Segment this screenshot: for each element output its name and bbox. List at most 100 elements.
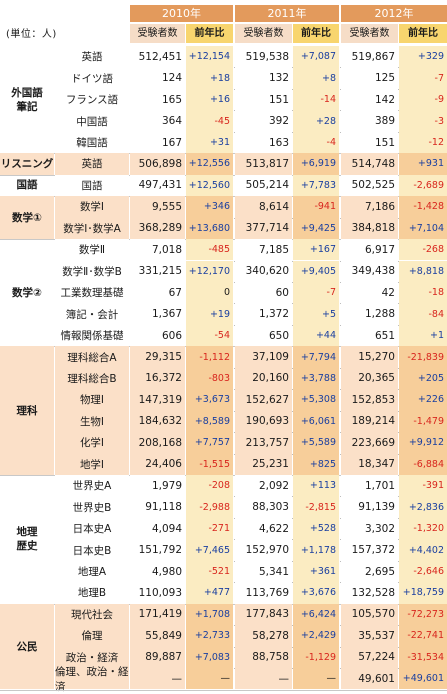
table-row: 理科総合B 16,372 -803 20,160 +3,788 20,365 +205	[0, 367, 447, 390]
count-cell: 4,980	[151, 565, 182, 578]
diff-cell: +226	[417, 394, 444, 406]
count-cell: 91,118	[145, 501, 182, 514]
count-cell: 377,714	[245, 222, 289, 235]
count-cell: 151	[268, 93, 289, 106]
diff-cell: -1,320	[413, 523, 444, 535]
count-cell: 512,451	[138, 50, 182, 63]
diff-cell: -1,515	[199, 458, 230, 470]
count-cell: 208,168	[138, 436, 182, 449]
diff-cell: -1,428	[413, 201, 444, 213]
diff-cell: +5,589	[300, 437, 336, 449]
subject-cell: 日本史A	[72, 523, 112, 536]
diff-cell: +12,560	[188, 179, 230, 191]
count-cell: 24,406	[145, 458, 182, 471]
diff-cell: -22,741	[407, 630, 444, 642]
count-cell: 42	[381, 286, 395, 299]
diff-cell: +9,912	[408, 437, 444, 449]
diff-cell: -391	[422, 480, 444, 492]
count-cell: 2,092	[258, 479, 289, 492]
col-header-count-2010: 受験者数	[130, 24, 185, 43]
count-cell: 505,214	[245, 179, 289, 192]
subject-cell: 中国語	[76, 115, 108, 128]
count-cell: 152,853	[351, 393, 395, 406]
count-cell: 110,093	[138, 586, 182, 599]
table-row: 物理Ⅰ 147,319 +3,673 152,627 +5,308 152,853 +226	[0, 389, 447, 411]
table-row: 数学Ⅰ･数学A 368,289 +13,680 377,714 +9,425 384,81…	[0, 217, 447, 240]
count-cell: 7,018	[151, 243, 182, 256]
count-cell: 519,867	[351, 50, 395, 63]
year-header-2010: 2010年	[130, 5, 233, 22]
count-cell: 20,160	[252, 372, 289, 385]
diff-cell: -54	[214, 330, 230, 342]
table-row: 数学Ⅱ･数学B 331,215 +12,170 340,620 +9,405 349,43…	[0, 260, 447, 282]
diff-cell: -521	[208, 566, 230, 578]
count-cell: 2,695	[364, 565, 395, 578]
diff-cell: +44	[315, 330, 336, 342]
diff-cell: +6,919	[300, 158, 336, 170]
subject-cell: 英語	[81, 51, 103, 64]
table-row: 英語 506,898 +12,556 513,817 +6,919 514,748 +931	[0, 153, 447, 175]
count-cell: 60	[275, 286, 289, 299]
group-label: 数学①	[0, 196, 54, 240]
diff-cell: -7	[434, 72, 444, 84]
group-label: 数学②	[0, 239, 54, 346]
subject-cell: 生物Ⅰ	[79, 415, 105, 428]
diff-cell: -1,479	[413, 415, 444, 427]
table-row: 現代社会 171,419 +1,708 177,843 +6,424 105,570 -72…	[0, 603, 447, 626]
subject-cell: 韓国語	[76, 137, 108, 150]
subject-cell: 現代社会	[71, 608, 113, 621]
group-label-line1: 理科	[16, 404, 38, 417]
count-cell: 55,849	[145, 629, 182, 642]
diff-cell: +931	[417, 158, 444, 170]
subject-cell: 理科総合A	[67, 351, 117, 364]
count-cell: 349,438	[351, 265, 395, 278]
diff-cell: +1,178	[300, 544, 336, 556]
subject-cell: 英語	[81, 158, 103, 171]
table-row: 日本史A 4,094 -271 4,622 +528 3,302 -1,320	[0, 517, 447, 540]
diff-cell: +18,759	[402, 587, 444, 599]
group-label-line2: 筆記	[16, 100, 38, 113]
diff-cell: -2,646	[413, 566, 444, 578]
count-cell: 147,319	[138, 393, 182, 406]
subject-cell: 化学Ⅰ	[79, 437, 105, 450]
diff-cell: +1	[429, 330, 444, 342]
diff-cell: +9,425	[300, 222, 336, 234]
count-cell: 171,419	[138, 608, 182, 621]
group-label-line1: リスニング	[0, 157, 54, 170]
diff-cell: -21,839	[407, 351, 444, 363]
table-row: 国語 497,431 +12,560 505,214 +7,783 502,525 -2,6…	[0, 174, 447, 197]
count-cell: 25,231	[252, 458, 289, 471]
diff-cell: -84	[428, 308, 444, 320]
diff-cell: +12,556	[188, 158, 230, 170]
subject-cell: 地理A	[77, 566, 107, 579]
diff-cell: +49,601	[402, 673, 444, 685]
diff-cell: +167	[309, 244, 336, 256]
table-row: 地理A 4,980 -521 5,341 +361 2,695 -2,646	[0, 560, 447, 583]
diff-cell: +3,676	[300, 587, 336, 599]
col-header-diff-2010: 前年比	[186, 24, 233, 43]
count-cell: 177,843	[245, 608, 289, 621]
count-cell: 125	[374, 72, 395, 85]
table-row: 英語 512,451 +12,154 519,538 +7,087 519,867 +329	[0, 46, 447, 68]
subject-cell: フランス語	[65, 94, 119, 107]
count-cell: 58,278	[252, 629, 289, 642]
diff-cell: +3,788	[300, 372, 336, 384]
year-header-2012: 2012年	[341, 5, 447, 22]
diff-cell: +6,424	[300, 608, 336, 620]
table-row: 倫理、政治・経済 — — — — 49,601 +49,601	[0, 666, 447, 693]
diff-cell: +7,087	[300, 51, 336, 63]
count-cell: 163	[268, 136, 289, 149]
table-row: 世界史A 1,979 -208 2,092 +113 1,701 -391	[0, 475, 447, 497]
count-cell: 213,757	[245, 436, 289, 449]
count-cell: 4,622	[258, 522, 289, 535]
diff-cell: -72,273	[407, 608, 444, 620]
diff-cell: +8	[321, 72, 336, 84]
group-label-line2: 歴史	[16, 540, 38, 553]
diff-cell: -3	[434, 115, 444, 127]
diff-cell: +7,465	[194, 544, 230, 556]
count-cell: 392	[268, 115, 289, 128]
table-row: 倫理 55,849 +2,733 58,278 +2,429 35,537 -22,741	[0, 625, 447, 647]
count-cell: 18,347	[358, 458, 395, 471]
diff-cell: +3,673	[194, 394, 230, 406]
subject-cell: 簿記・会計	[65, 308, 119, 321]
